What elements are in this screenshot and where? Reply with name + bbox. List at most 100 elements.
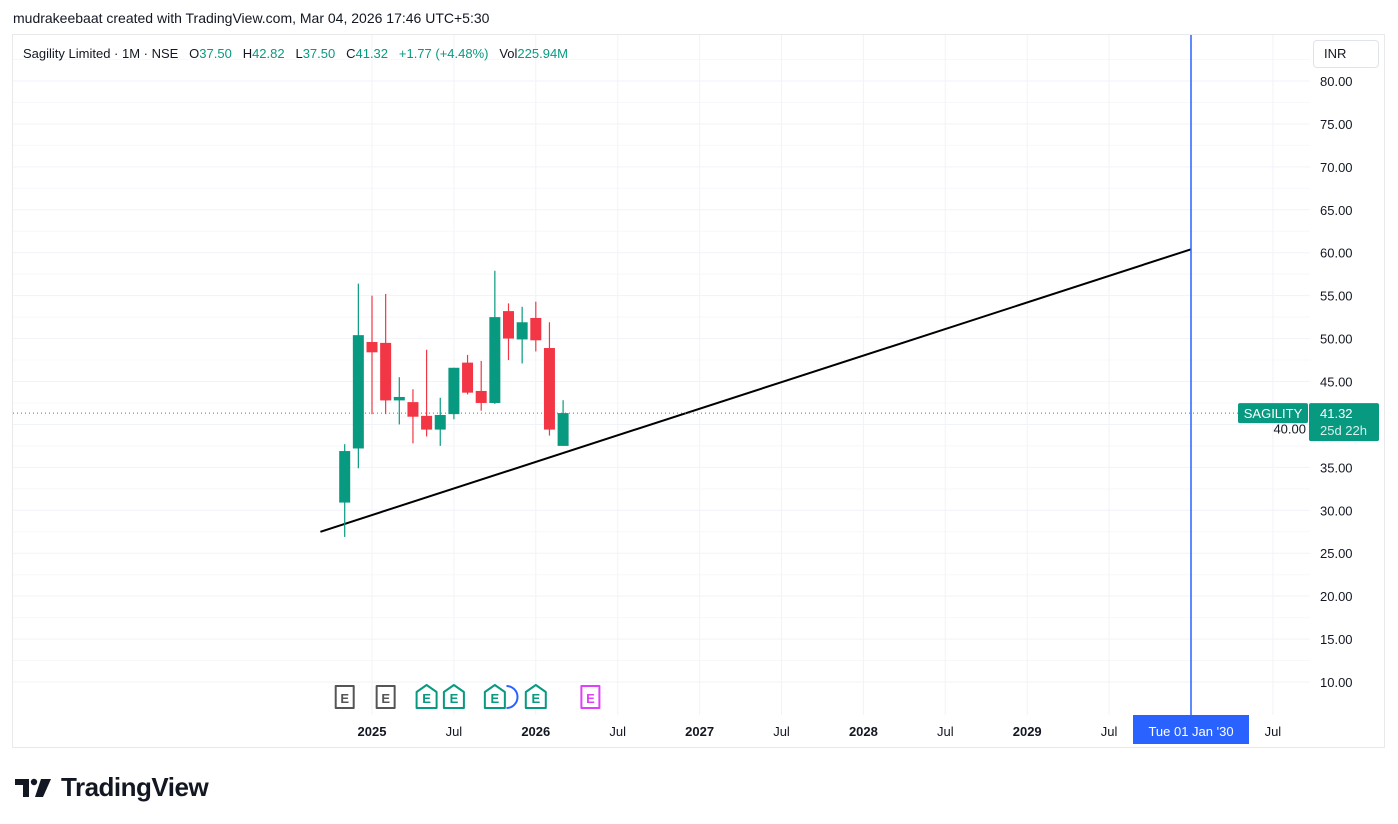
low-value: 37.50 [302, 46, 336, 61]
event-label: E [531, 691, 540, 706]
event-frame [483, 684, 506, 709]
price-tick-label: 55.00 [1320, 289, 1353, 304]
event-label: E [381, 691, 390, 706]
time-tick-label: 2026 [521, 724, 550, 739]
event-label: E [450, 691, 459, 706]
candle [352, 283, 364, 469]
time-tick-label: Jul [1101, 724, 1118, 739]
currency-button[interactable]: INR [1313, 40, 1379, 68]
dividend-icon [506, 685, 519, 709]
price-tick-label: 45.00 [1320, 375, 1353, 390]
high-value: 42.82 [252, 46, 285, 61]
candle [557, 400, 569, 446]
price-tick-label: 30.00 [1320, 503, 1353, 518]
candle [366, 295, 378, 415]
event-label: E [422, 691, 431, 706]
change-value: +1.77 (+4.48%) [398, 46, 489, 61]
candle [407, 389, 419, 444]
countdown-label: 25d 22h [1320, 423, 1367, 438]
candles [339, 270, 569, 537]
event-frame [415, 684, 438, 709]
symbol-badge-label: SAGILITY [1244, 406, 1303, 421]
price-tick-label: 25.00 [1320, 546, 1353, 561]
time-axis: 2025 Jul 2026 Jul 2027 Jul 2028 Jul 2029 Jul Jul [358, 724, 1282, 739]
symbol-title[interactable]: Sagility Limited · 1M · NSE [23, 46, 179, 61]
logo-text: TradingView [61, 772, 209, 802]
candle [503, 303, 514, 361]
price-axis: 10.00 15.00 20.00 25.00 30.00 35.00 40.00 45.00… [1273, 74, 1352, 690]
event-label: E [586, 691, 595, 706]
candle [339, 444, 351, 537]
candle [393, 377, 405, 425]
tradingview-logo-icon [15, 778, 51, 797]
candle-body [421, 415, 433, 430]
candle-body [475, 390, 487, 403]
trendline [320, 248, 1192, 533]
candle-body [462, 362, 474, 393]
candle-body [448, 367, 460, 415]
volume-value: 225.94M [517, 46, 569, 61]
price-tick-label: 60.00 [1320, 246, 1353, 261]
price-tick-label: 80.00 [1320, 74, 1353, 89]
time-tick-label: 2027 [685, 724, 714, 739]
candle [543, 322, 555, 436]
event-frame [442, 684, 465, 709]
candle-body [516, 322, 528, 340]
event-dividend-icon[interactable] [506, 685, 519, 709]
event-frame [524, 684, 547, 709]
event-earnings-icon[interactable]: E [483, 684, 506, 709]
chart-credit: mudrakeebaat created with TradingView.co… [13, 10, 490, 26]
candle [380, 293, 392, 415]
last-price-badge [1309, 403, 1379, 442]
high-label: H [242, 46, 253, 61]
event-label: E [340, 691, 349, 706]
volume-label: Vol [499, 46, 518, 61]
candle-body [530, 317, 542, 341]
time-tick-label: 2025 [358, 724, 387, 739]
price-tick-label: 70.00 [1320, 160, 1353, 175]
price-tick-label: 15.00 [1320, 632, 1353, 647]
event-frame [334, 685, 355, 709]
price-tick-label: 50.00 [1320, 332, 1353, 347]
grid [13, 35, 1310, 715]
time-tick-label: Jul [937, 724, 954, 739]
candle [448, 367, 460, 420]
price-tick-label: 65.00 [1320, 203, 1353, 218]
event-earnings-future-icon[interactable]: E [580, 685, 601, 709]
chart-frame [12, 34, 1385, 748]
price-tick-label: 20.00 [1320, 589, 1353, 604]
event-frame [580, 685, 601, 709]
price-tick-label: 35.00 [1320, 460, 1353, 475]
time-tick-label: Jul [446, 724, 463, 739]
event-frame [375, 685, 396, 709]
candle [530, 301, 542, 352]
candle-body [543, 348, 555, 430]
symbol-legend: Sagility Limited · 1M · NSE O37.50 H42.8… [23, 46, 568, 61]
candle [475, 360, 487, 411]
time-tick-label: Jul [773, 724, 790, 739]
candle-body [489, 317, 501, 403]
candle [462, 354, 474, 395]
time-tick-label: Jul [609, 724, 626, 739]
candle-body [352, 335, 364, 449]
event-earnings-past-icon[interactable]: E [334, 685, 355, 709]
event-earnings-icon[interactable]: E [524, 684, 547, 709]
candle [516, 306, 528, 364]
time-tick-label: 2028 [849, 724, 878, 739]
last-price-label: 41.32 [1320, 406, 1353, 421]
candle-body [434, 414, 446, 430]
trendline-layer [320, 248, 1192, 533]
candle [489, 270, 501, 404]
tradingview-logo[interactable]: TradingView [15, 772, 209, 803]
candle [434, 397, 446, 446]
candle-body [557, 413, 569, 446]
price-tick-label: 75.00 [1320, 117, 1353, 132]
event-earnings-past-icon[interactable]: E [375, 685, 396, 709]
candle [421, 349, 433, 437]
close-value: 41.32 [355, 46, 389, 61]
event-earnings-icon[interactable]: E [415, 684, 438, 709]
candle-body [380, 342, 392, 401]
event-earnings-icon[interactable]: E [442, 684, 465, 709]
